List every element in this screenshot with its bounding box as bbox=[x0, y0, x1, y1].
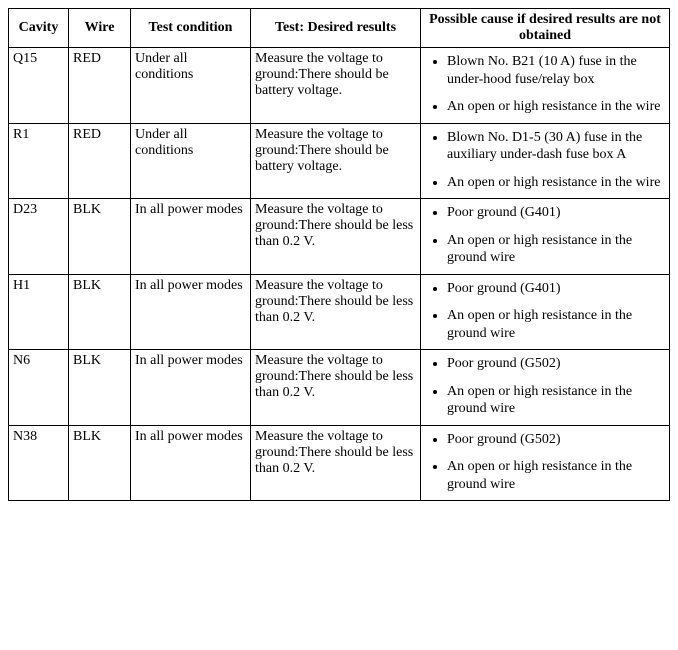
cause-list: Blown No. D1-5 (30 A) fuse in the auxili… bbox=[425, 129, 665, 192]
cell-cause: Poor ground (G401) An open or high resist… bbox=[421, 274, 670, 350]
cause-item: An open or high resistance in the wire bbox=[447, 174, 665, 192]
cell-cavity: N6 bbox=[9, 350, 69, 426]
cause-item: Blown No. B21 (10 A) fuse in the under-h… bbox=[447, 53, 665, 88]
cell-test: Measure the voltage to ground:There shou… bbox=[251, 350, 421, 426]
cell-wire: BLK bbox=[69, 274, 131, 350]
cell-condition: In all power modes bbox=[131, 274, 251, 350]
cause-list: Poor ground (G502) An open or high resist… bbox=[425, 431, 665, 494]
header-row: Cavity Wire Test condition Test: Desired… bbox=[9, 9, 670, 48]
cell-cavity: N38 bbox=[9, 425, 69, 501]
cell-condition: Under all conditions bbox=[131, 48, 251, 124]
cause-item: Blown No. D1-5 (30 A) fuse in the auxili… bbox=[447, 129, 665, 164]
cell-test: Measure the voltage to ground:There shou… bbox=[251, 48, 421, 124]
cell-test: Measure the voltage to ground:There shou… bbox=[251, 123, 421, 199]
cause-item: Poor ground (G401) bbox=[447, 204, 665, 222]
cell-condition: Under all conditions bbox=[131, 123, 251, 199]
cause-item: An open or high resistance in the ground… bbox=[447, 232, 665, 267]
table-row: D23BLKIn all power modesMeasure the volt… bbox=[9, 199, 670, 275]
cell-cavity: H1 bbox=[9, 274, 69, 350]
cell-cause: Blown No. B21 (10 A) fuse in the under-h… bbox=[421, 48, 670, 124]
cell-cause: Poor ground (G502) An open or high resist… bbox=[421, 350, 670, 426]
cause-item: An open or high resistance in the wire bbox=[447, 98, 665, 116]
header-condition: Test condition bbox=[131, 9, 251, 48]
cell-wire: BLK bbox=[69, 199, 131, 275]
cause-item: Poor ground (G502) bbox=[447, 355, 665, 373]
cause-list: Poor ground (G401) An open or high resist… bbox=[425, 280, 665, 343]
header-cavity: Cavity bbox=[9, 9, 69, 48]
cell-cavity: Q15 bbox=[9, 48, 69, 124]
cause-item: An open or high resistance in the ground… bbox=[447, 307, 665, 342]
cause-list: Blown No. B21 (10 A) fuse in the under-h… bbox=[425, 53, 665, 116]
cause-item: An open or high resistance in the ground… bbox=[447, 458, 665, 493]
cause-list: Poor ground (G401) An open or high resist… bbox=[425, 204, 665, 267]
cell-condition: In all power modes bbox=[131, 199, 251, 275]
cell-cavity: R1 bbox=[9, 123, 69, 199]
cell-cause: Blown No. D1-5 (30 A) fuse in the auxili… bbox=[421, 123, 670, 199]
cell-wire: RED bbox=[69, 48, 131, 124]
cause-item: An open or high resistance in the ground… bbox=[447, 383, 665, 418]
header-test: Test: Desired results bbox=[251, 9, 421, 48]
cause-item: Poor ground (G502) bbox=[447, 431, 665, 449]
header-cause: Possible cause if desired results are no… bbox=[421, 9, 670, 48]
cell-wire: RED bbox=[69, 123, 131, 199]
cause-list: Poor ground (G502) An open or high resist… bbox=[425, 355, 665, 418]
diagnostic-table: Cavity Wire Test condition Test: Desired… bbox=[8, 8, 670, 501]
table-row: R1REDUnder all conditionsMeasure the vol… bbox=[9, 123, 670, 199]
table-row: N38BLKIn all power modesMeasure the volt… bbox=[9, 425, 670, 501]
cell-cause: Poor ground (G401) An open or high resist… bbox=[421, 199, 670, 275]
cell-wire: BLK bbox=[69, 350, 131, 426]
cause-item: Poor ground (G401) bbox=[447, 280, 665, 298]
cell-test: Measure the voltage to ground:There shou… bbox=[251, 425, 421, 501]
cell-test: Measure the voltage to ground:There shou… bbox=[251, 274, 421, 350]
table-row: H1BLKIn all power modesMeasure the volta… bbox=[9, 274, 670, 350]
cell-cause: Poor ground (G502) An open or high resist… bbox=[421, 425, 670, 501]
cell-wire: BLK bbox=[69, 425, 131, 501]
table-row: N6BLKIn all power modesMeasure the volta… bbox=[9, 350, 670, 426]
cell-cavity: D23 bbox=[9, 199, 69, 275]
table-row: Q15REDUnder all conditionsMeasure the vo… bbox=[9, 48, 670, 124]
cell-test: Measure the voltage to ground:There shou… bbox=[251, 199, 421, 275]
cell-condition: In all power modes bbox=[131, 425, 251, 501]
cell-condition: In all power modes bbox=[131, 350, 251, 426]
header-wire: Wire bbox=[69, 9, 131, 48]
